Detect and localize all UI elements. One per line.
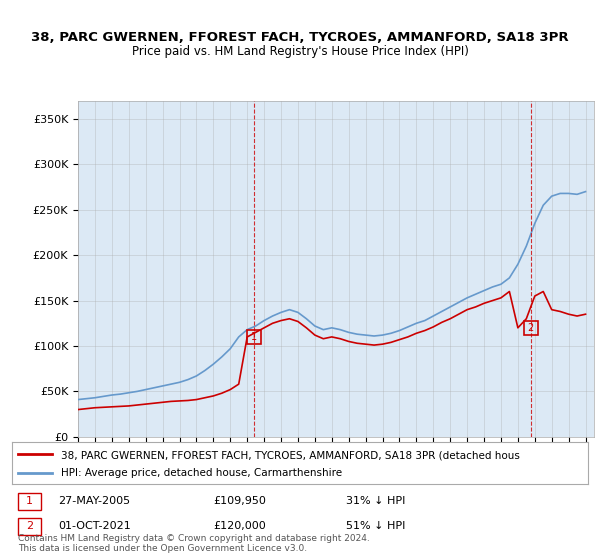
- Text: Price paid vs. HM Land Registry's House Price Index (HPI): Price paid vs. HM Land Registry's House …: [131, 45, 469, 58]
- Text: 1: 1: [26, 496, 33, 506]
- Text: Contains HM Land Registry data © Crown copyright and database right 2024.
This d: Contains HM Land Registry data © Crown c…: [18, 534, 370, 553]
- Text: 38, PARC GWERNEN, FFOREST FACH, TYCROES, AMMANFORD, SA18 3PR: 38, PARC GWERNEN, FFOREST FACH, TYCROES,…: [31, 31, 569, 44]
- Text: 51% ↓ HPI: 51% ↓ HPI: [346, 521, 406, 531]
- Text: 31% ↓ HPI: 31% ↓ HPI: [346, 496, 406, 506]
- FancyBboxPatch shape: [18, 493, 41, 510]
- Text: HPI: Average price, detached house, Carmarthenshire: HPI: Average price, detached house, Carm…: [61, 469, 342, 478]
- Text: 38, PARC GWERNEN, FFOREST FACH, TYCROES, AMMANFORD, SA18 3PR (detached hous: 38, PARC GWERNEN, FFOREST FACH, TYCROES,…: [61, 450, 520, 460]
- Text: 2: 2: [527, 323, 533, 333]
- Text: £109,950: £109,950: [214, 496, 266, 506]
- FancyBboxPatch shape: [18, 518, 41, 535]
- Text: 01-OCT-2021: 01-OCT-2021: [58, 521, 131, 531]
- Text: 2: 2: [26, 521, 33, 531]
- Text: £120,000: £120,000: [214, 521, 266, 531]
- Text: 1: 1: [251, 332, 257, 342]
- Text: 27-MAY-2005: 27-MAY-2005: [58, 496, 130, 506]
